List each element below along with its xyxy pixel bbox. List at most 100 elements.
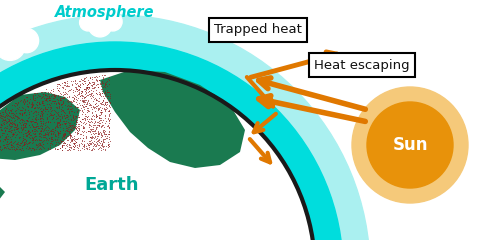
Point	[69, 126, 77, 129]
Point	[37, 132, 45, 136]
Point	[61, 92, 69, 96]
Point	[74, 88, 82, 91]
Point	[83, 141, 91, 145]
Point	[75, 87, 83, 90]
Point	[28, 148, 36, 152]
Point	[45, 125, 52, 129]
Point	[82, 91, 89, 95]
Point	[95, 130, 102, 134]
Point	[60, 132, 68, 136]
Point	[74, 123, 82, 126]
Point	[2, 106, 10, 110]
Point	[32, 128, 40, 132]
Point	[63, 92, 71, 96]
Point	[0, 147, 5, 150]
Point	[95, 140, 103, 144]
Point	[8, 137, 15, 141]
Point	[96, 101, 104, 105]
Point	[63, 128, 71, 132]
Point	[85, 81, 93, 85]
Point	[105, 78, 112, 82]
Point	[26, 125, 34, 128]
Point	[15, 137, 23, 140]
Point	[93, 79, 101, 83]
Point	[7, 139, 15, 143]
Point	[72, 127, 80, 131]
Point	[0, 111, 4, 115]
Point	[91, 84, 99, 88]
Point	[28, 146, 36, 150]
Point	[0, 114, 2, 117]
Point	[37, 123, 45, 127]
Point	[94, 99, 101, 102]
Point	[105, 113, 112, 117]
Point	[20, 121, 28, 125]
Point	[80, 76, 87, 80]
Point	[71, 85, 79, 89]
Point	[14, 129, 22, 133]
Point	[2, 126, 10, 129]
Point	[63, 79, 71, 83]
Point	[9, 113, 17, 117]
Point	[96, 121, 104, 125]
Point	[60, 137, 68, 141]
Point	[45, 119, 52, 123]
Point	[85, 129, 93, 133]
Point	[100, 107, 108, 111]
Point	[48, 142, 56, 146]
Point	[83, 121, 90, 125]
Point	[99, 94, 107, 98]
Point	[95, 116, 103, 120]
Point	[47, 129, 55, 133]
Point	[36, 143, 44, 147]
Point	[48, 139, 55, 143]
Point	[25, 112, 33, 115]
Point	[27, 102, 35, 106]
Point	[44, 117, 51, 121]
Point	[12, 125, 19, 129]
Point	[84, 119, 92, 122]
Point	[61, 116, 69, 120]
Point	[75, 142, 83, 146]
Circle shape	[0, 70, 315, 240]
Point	[14, 115, 22, 119]
Point	[70, 147, 77, 151]
Point	[56, 97, 64, 101]
Point	[77, 77, 84, 81]
Point	[72, 89, 79, 93]
Point	[65, 121, 72, 125]
Point	[104, 116, 111, 120]
Point	[45, 138, 52, 142]
Point	[48, 114, 56, 117]
Point	[58, 139, 65, 143]
Point	[50, 94, 58, 98]
Point	[101, 108, 109, 112]
Point	[19, 99, 27, 103]
Point	[30, 147, 38, 151]
Point	[9, 131, 17, 135]
Point	[0, 140, 3, 144]
Point	[76, 94, 84, 98]
Point	[7, 109, 15, 113]
Point	[2, 113, 10, 117]
Point	[104, 136, 111, 140]
Point	[89, 80, 96, 84]
Point	[84, 90, 92, 94]
Point	[61, 133, 69, 137]
Point	[44, 131, 52, 134]
Point	[87, 93, 95, 96]
Point	[10, 111, 17, 115]
Point	[42, 93, 50, 97]
Point	[59, 95, 67, 99]
Point	[91, 135, 99, 139]
Point	[74, 136, 82, 140]
Point	[8, 140, 15, 144]
Point	[106, 92, 113, 96]
Point	[96, 113, 103, 117]
Point	[36, 94, 44, 98]
Point	[103, 102, 111, 106]
Point	[87, 136, 95, 140]
Point	[93, 83, 101, 86]
Point	[55, 106, 63, 109]
Point	[36, 146, 44, 150]
